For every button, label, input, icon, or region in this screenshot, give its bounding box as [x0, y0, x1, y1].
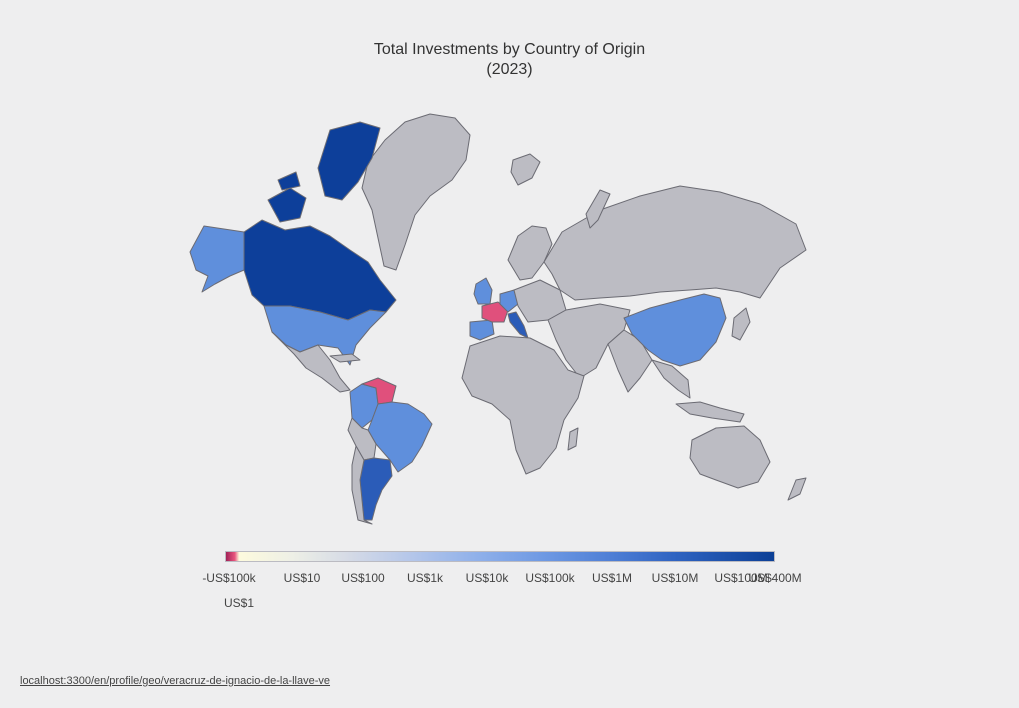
country-iceland[interactable] [510, 153, 541, 186]
country-scandinavia[interactable] [507, 225, 553, 281]
country-australia[interactable] [689, 425, 771, 489]
chart-subtitle: (2023) [486, 61, 533, 78]
country-chile[interactable] [351, 445, 373, 525]
country-se-asia[interactable] [651, 359, 691, 399]
country-russia[interactable] [543, 185, 807, 301]
country-canada[interactable] [243, 219, 397, 321]
country-caribbean[interactable] [329, 353, 361, 363]
country-new-zealand[interactable] [787, 477, 807, 501]
country-india[interactable] [607, 329, 653, 393]
country-indonesia[interactable] [675, 401, 745, 423]
chart-title-block: Total Investments by Country of Origin (… [0, 40, 1019, 80]
country-mexico[interactable] [271, 331, 351, 393]
source-url-link[interactable]: localhost:3300/en/profile/geo/veracruz-d… [20, 675, 331, 687]
country-africa[interactable] [461, 335, 585, 475]
country-canada-islands[interactable] [317, 121, 381, 201]
country-greenland[interactable] [361, 113, 471, 271]
country-canada-islands[interactable] [277, 171, 301, 191]
country-france[interactable] [481, 301, 509, 323]
country-united-kingdom[interactable] [473, 277, 493, 305]
country-argentina[interactable] [359, 457, 393, 521]
country-germany[interactable] [499, 289, 519, 313]
country-russia-islands[interactable] [585, 189, 611, 229]
country-canada-islands[interactable] [267, 187, 307, 223]
country-spain[interactable] [469, 319, 495, 341]
country-usa-alaska[interactable] [189, 225, 245, 293]
country-madagascar[interactable] [567, 427, 579, 451]
country-japan[interactable] [731, 307, 751, 341]
country-china[interactable] [623, 293, 727, 367]
chart-title: Total Investments by Country of Origin [373, 41, 646, 58]
